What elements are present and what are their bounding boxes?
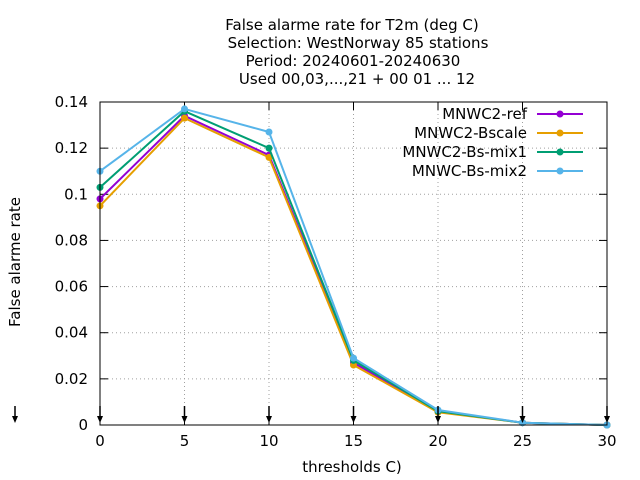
title-line-4: Used 00,03,...,21 + 00 01 ... 12: [239, 70, 475, 88]
data-point: [265, 128, 273, 136]
y-tick-label: 0.1: [64, 185, 88, 203]
x-tick-label: 0: [95, 432, 105, 450]
legend-marker: [556, 110, 564, 118]
series-MNWC2-Bs-mix1: [96, 107, 611, 429]
y-tick-label: 0.08: [55, 231, 88, 249]
tick-labels: 0 0.02 0.04 0.06 0.08 0.1 0.12 0.14 0 5 10 15 20 25 30: [55, 93, 617, 450]
arrow-head: [350, 416, 357, 423]
title-line-1: False alarme rate for T2m (deg C): [225, 16, 478, 34]
data-point: [265, 153, 273, 161]
y-axis-label: False alarme rate: [6, 197, 24, 327]
x-tick-label: 15: [344, 432, 363, 450]
data-point: [181, 114, 188, 122]
x-tick-label: 30: [597, 432, 616, 450]
x-tick-label: 5: [180, 432, 190, 450]
legend-label: MNWC-Bs-mix2: [412, 162, 527, 180]
arrow-head: [519, 416, 526, 423]
legend-marker: [556, 167, 564, 175]
x-tick-label: 10: [259, 432, 278, 450]
title-line-2: Selection: WestNorway 85 stations: [228, 34, 489, 52]
arrow-head: [604, 416, 610, 423]
title-line-3: Period: 20240601-20240630: [246, 52, 461, 70]
arrow-head: [12, 416, 18, 423]
chart-title: False alarme rate for T2m (deg C) Select…: [225, 16, 488, 88]
y-tick-label: 0.06: [55, 278, 88, 296]
y-tick-label: 0.04: [55, 324, 88, 342]
y-tick-label: 0.14: [55, 93, 88, 111]
x-tick-label: 25: [513, 432, 532, 450]
x-axis-label: thresholds C): [302, 458, 402, 476]
arrow-head: [181, 416, 188, 423]
threshold-arrows: [12, 406, 610, 423]
legend-marker: [556, 148, 564, 156]
legend-label: MNWC2-Bs-mix1: [402, 143, 527, 161]
data-point: [265, 144, 273, 152]
arrow-head: [266, 416, 272, 423]
arrow-head: [435, 416, 441, 423]
grid: [99, 101, 608, 426]
data-point: [181, 105, 188, 113]
plot-area-frame: [99, 101, 608, 426]
x-tick-label: 20: [428, 432, 447, 450]
series-MNWC2-Bscale: [96, 114, 611, 429]
legend-marker: [556, 129, 564, 137]
arrow-head: [97, 416, 103, 423]
data-point: [350, 354, 357, 362]
legend: MNWC2-refMNWC2-BscaleMNWC2-Bs-mix1MNWC-B…: [402, 105, 583, 180]
y-tick-label: 0.02: [55, 370, 88, 388]
y-tick-label: 0.12: [55, 139, 88, 157]
legend-label: MNWC2-ref: [442, 105, 527, 123]
legend-label: MNWC2-Bscale: [414, 124, 527, 142]
y-tick-label: 0: [78, 416, 88, 434]
